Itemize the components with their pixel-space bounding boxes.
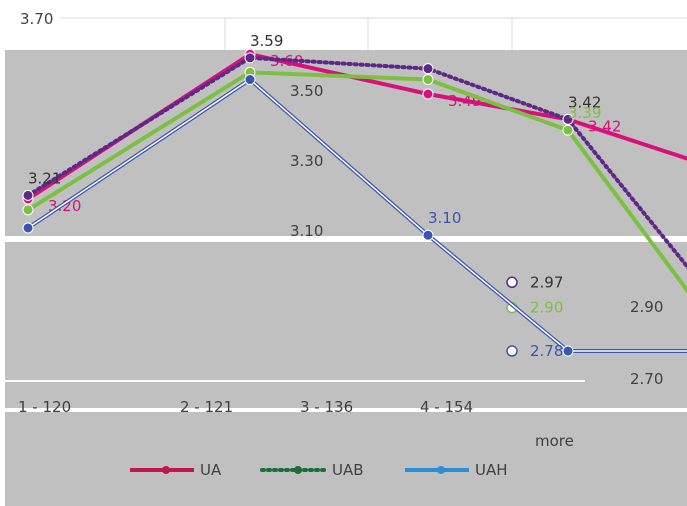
data-point <box>562 345 574 357</box>
y-tick-label: 2.90 <box>630 298 663 316</box>
data-point <box>244 74 256 86</box>
data-point <box>22 189 34 201</box>
data-label: 3.59 <box>250 32 283 50</box>
data-point <box>506 276 518 289</box>
gray-overlay-bottom <box>5 380 687 506</box>
y-tick-label: 3.10 <box>290 222 323 240</box>
data-label: 2.90 <box>530 299 563 317</box>
data-point <box>422 63 434 75</box>
white-strip <box>5 408 687 412</box>
data-label: 3.21 <box>28 169 61 187</box>
legend-marker <box>162 466 170 474</box>
data-point <box>562 113 574 125</box>
y-tick-label: 3.30 <box>290 152 323 170</box>
data-point <box>422 74 434 86</box>
gray-overlay <box>5 50 687 380</box>
data-point <box>22 222 34 234</box>
legend-label: UA <box>200 461 222 479</box>
legend-label: UAB <box>332 461 364 479</box>
white-strip <box>5 236 687 242</box>
legend-marker <box>294 466 302 474</box>
y-tick-label: 3.50 <box>290 82 323 100</box>
data-label: 3.42 <box>588 117 621 135</box>
data-point <box>22 204 34 216</box>
data-label: 3.39 <box>568 104 601 122</box>
x-tick-label: 2 - 121 <box>180 398 233 416</box>
data-point <box>506 345 518 357</box>
x-tick-label: 1 - 120 <box>18 398 71 416</box>
data-point <box>244 52 256 64</box>
data-label: 3.60 <box>270 52 303 70</box>
x-tick-label: more <box>535 432 574 450</box>
legend-label: UAH <box>475 461 508 479</box>
data-label: 3.10 <box>428 209 461 227</box>
data-label: 2.78 <box>530 342 563 360</box>
data-point <box>562 124 574 136</box>
legend-marker <box>437 466 445 474</box>
data-label: 3.42 <box>568 93 601 111</box>
y-tick-label: 3.70 <box>20 10 53 28</box>
y-tick-label: 2.70 <box>630 370 663 388</box>
data-point <box>422 88 434 100</box>
x-tick-label: 3 - 136 <box>300 398 353 416</box>
white-strip <box>5 380 585 382</box>
data-label: 2.97 <box>530 273 563 291</box>
x-tick-label: 4 - 154 <box>420 398 473 416</box>
data-point <box>422 229 434 241</box>
